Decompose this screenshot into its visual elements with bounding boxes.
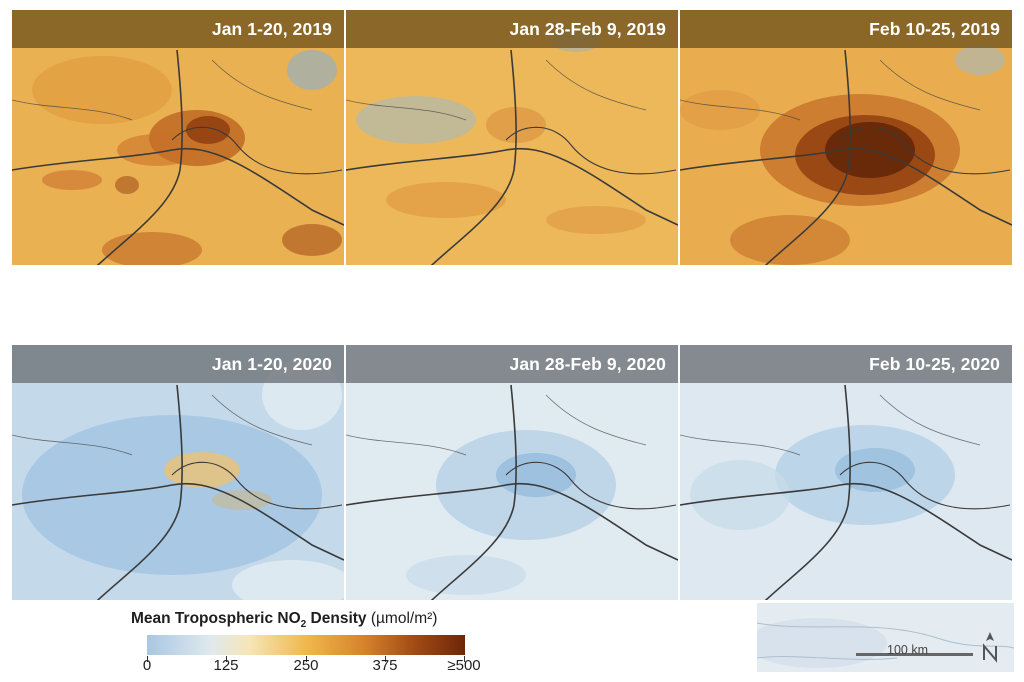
legend-colorbar [147, 635, 465, 655]
legend-title-rest: Density [306, 610, 371, 627]
map-panel-3: Feb 10-25, 2019 [680, 10, 1012, 265]
scale-bar-label: 100 km [887, 643, 928, 657]
north-arrow-icon [979, 630, 1001, 664]
map-panel-5: Jan 28-Feb 9, 2020 [346, 345, 678, 600]
legend-title-sub: 2 [300, 619, 307, 631]
map-panel-2: Jan 28-Feb 9, 2019 [346, 10, 678, 265]
panel-date-label: Jan 28-Feb 9, 2020 [346, 345, 678, 383]
scale-bar [856, 653, 973, 656]
panel-date-label: Jan 28-Feb 9, 2019 [346, 10, 678, 48]
legend-tick-mark [306, 656, 307, 662]
legend-title-main: Mean Tropospheric NO [131, 610, 301, 627]
legend-tick-label: 0 [142, 657, 152, 674]
terrain-inset [757, 603, 1014, 672]
panel-date-label: Jan 1-20, 2020 [12, 345, 344, 383]
no2-map [680, 10, 1012, 265]
legend-title: Mean Tropospheric NO2 Density (µmol/m²) [131, 610, 437, 630]
legend-unit: (µmol/m²) [370, 610, 438, 627]
legend-tick-mark [385, 656, 386, 662]
no2-map [346, 10, 678, 265]
no2-map [12, 10, 344, 265]
legend-tick-mark [464, 656, 465, 662]
panel-date-label: Feb 10-25, 2020 [680, 345, 1012, 383]
legend-tick-label: ≥500 [447, 657, 481, 674]
no2-map [680, 345, 1012, 600]
map-panel-6: Feb 10-25, 2020 [680, 345, 1012, 600]
no2-map [12, 345, 344, 600]
map-panel-1: Jan 1-20, 2019 [12, 10, 344, 265]
map-panel-4: Jan 1-20, 2020 [12, 345, 344, 600]
panel-date-label: Jan 1-20, 2019 [12, 10, 344, 48]
legend-tick-mark [147, 656, 148, 662]
no2-map [346, 345, 678, 600]
panel-date-label: Feb 10-25, 2019 [680, 10, 1012, 48]
legend-tick-label: 375 [372, 657, 398, 674]
legend-tick-label: 250 [293, 657, 319, 674]
legend-tick-mark [226, 656, 227, 662]
color-legend: Mean Tropospheric NO2 Density (µmol/m²) … [126, 606, 486, 676]
scale-inset: 100 km [757, 603, 1014, 672]
legend-tick-label: 125 [213, 657, 239, 674]
